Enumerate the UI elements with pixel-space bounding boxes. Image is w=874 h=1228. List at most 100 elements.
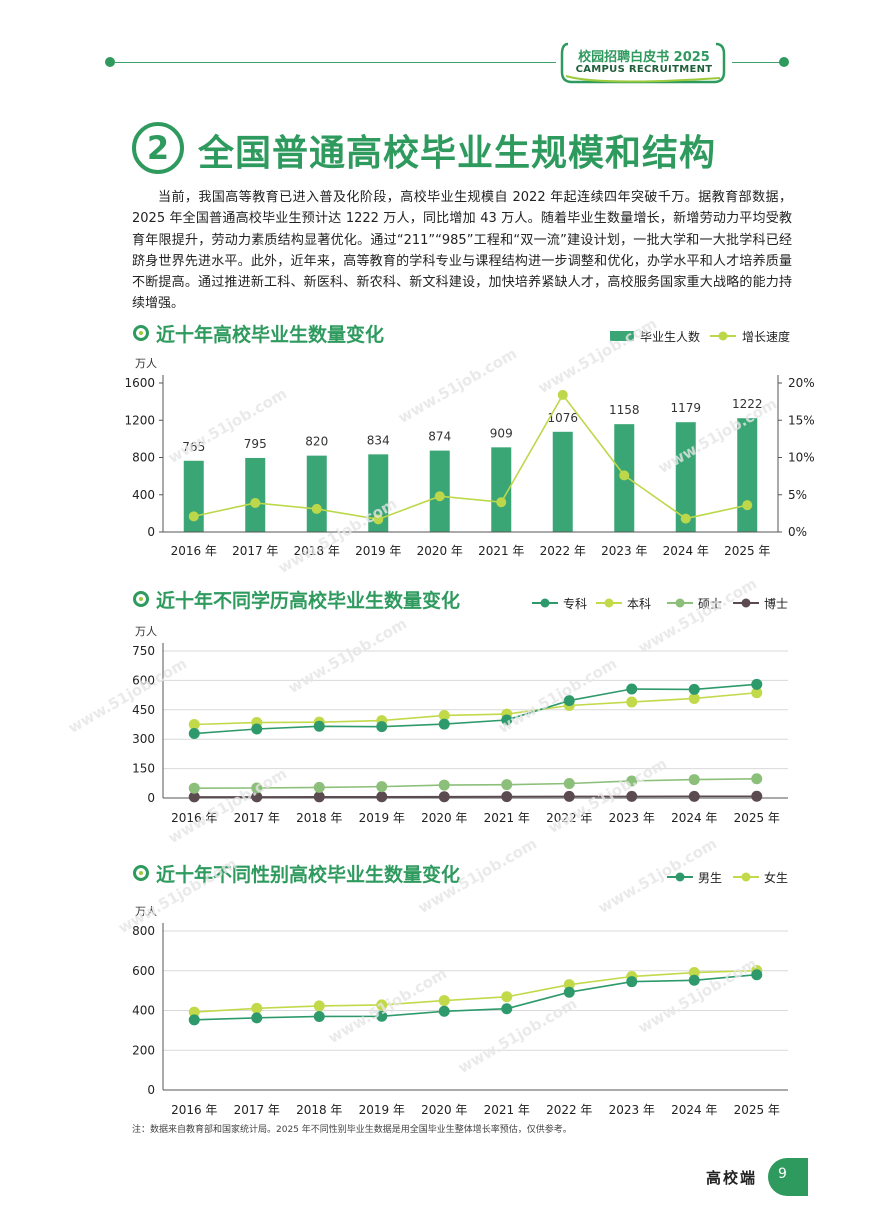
c2-series-point — [313, 781, 325, 793]
c3-series-point — [313, 1010, 325, 1022]
c1-x-tick-label: 2016 年 — [171, 544, 217, 558]
c2-legend-marker — [604, 598, 614, 608]
c2-y-unit: 万人 — [135, 625, 157, 638]
c3-series-point — [626, 976, 638, 988]
c2-series-point — [688, 774, 700, 786]
c1-bar-value: 874 — [428, 430, 451, 444]
c2-legend-marker — [540, 598, 550, 608]
c3-series-point — [438, 1005, 450, 1017]
c3-x-tick-label: 2017 年 — [234, 1103, 280, 1117]
c2-series-point — [626, 683, 638, 695]
c3-x-tick-label: 2016 年 — [171, 1103, 217, 1117]
c2-x-tick-label: 2018 年 — [296, 811, 342, 825]
c2-series-point — [376, 721, 388, 733]
c1-x-tick-label: 2018 年 — [294, 544, 340, 558]
c3-series-point — [376, 999, 388, 1011]
c2-series-line — [194, 683, 757, 735]
c1-bar — [552, 431, 573, 532]
watermark-text: www.51job.com — [415, 834, 540, 917]
c2-series-point — [438, 779, 450, 791]
footer-label: 高校端 — [706, 1169, 758, 1187]
c1-bar — [183, 460, 204, 532]
header-badge: 校园招聘白皮书 2025 CAMPUS RECRUITMENT — [560, 42, 726, 84]
c1-growth-point — [680, 513, 691, 524]
c2-series-point — [251, 782, 263, 794]
c3-series-point — [563, 986, 575, 998]
c3-series-point — [501, 1003, 513, 1015]
c2-series-point — [751, 790, 763, 802]
c2-x-tick-label: 2023 年 — [609, 811, 655, 825]
c1-bar-value: 1076 — [547, 411, 578, 425]
c1-growth-point — [619, 470, 630, 481]
page-number: 9 — [778, 1166, 787, 1182]
c2-series-point — [313, 720, 325, 732]
c1-bar — [306, 455, 327, 532]
c2-x-tick-label: 2016 年 — [171, 811, 217, 825]
c2-series-point — [626, 775, 638, 787]
watermark-text: www.51job.com — [655, 394, 780, 477]
header-right-dot — [779, 57, 789, 67]
c2-series-line — [194, 691, 757, 726]
c3-series-point — [251, 1012, 263, 1024]
c2-series-point — [563, 695, 575, 707]
c2-ytick-label: 150 — [132, 762, 155, 776]
c1-bar — [245, 457, 266, 532]
c1-growth-point — [250, 497, 261, 508]
c2-series-point — [688, 790, 700, 802]
c1-ytick-label: 1200 — [124, 413, 155, 427]
c2-series-point — [751, 773, 763, 785]
c2-series-point — [501, 791, 513, 803]
header-left-rule — [114, 62, 556, 63]
c2-series-point — [438, 709, 450, 721]
chart2-title: 近十年不同学历高校毕业生数量变化 — [156, 590, 461, 612]
c3-series-point — [188, 1006, 200, 1018]
c3-y-unit: 万人 — [135, 905, 157, 918]
c3-x-tick-label: 2024 年 — [671, 1103, 717, 1117]
c2-series-point — [626, 696, 638, 708]
c2-series-point — [188, 719, 200, 730]
c2-series-point — [438, 791, 450, 803]
c1-growth-point — [742, 500, 753, 511]
c2-series-point — [438, 718, 450, 730]
c3-series-point — [438, 995, 450, 1007]
c2-x-tick-label: 2025 年 — [734, 811, 780, 825]
chart1-title-icon — [133, 325, 149, 341]
c2-legend-label: 本科 — [627, 597, 651, 611]
c3-series-point — [563, 979, 575, 991]
c2-ytick-label: 750 — [132, 644, 155, 658]
c2-series-line — [194, 777, 757, 790]
c1-legend-label-line: 增长速度 — [742, 329, 790, 344]
c1-ytick-label: 400 — [132, 488, 155, 502]
watermark-text: www.51job.com — [635, 954, 760, 1037]
c2-x-tick-label: 2020 年 — [421, 811, 467, 825]
c2-x-tick-label: 2024 年 — [671, 811, 717, 825]
c3-series-point — [251, 1002, 263, 1014]
c3-series-point — [188, 1014, 200, 1026]
c3-legend-label: 女生 — [764, 870, 788, 885]
c1-ytick-label: 800 — [132, 451, 155, 465]
c3-series-point — [751, 969, 763, 981]
watermark-text: www.51job.com — [395, 344, 520, 427]
c3-ytick-label: 0 — [147, 1083, 155, 1097]
badge-title: 校园招聘白皮书 2025 — [578, 50, 710, 65]
c1-x-tick-label: 2022 年 — [540, 544, 586, 558]
c3-series-point — [376, 1010, 388, 1022]
c1-legend-label-bars: 毕业生人数 — [640, 329, 700, 344]
c1-growth-point — [188, 511, 199, 522]
c1-legend-marker-line — [718, 331, 728, 341]
c3-x-tick-label: 2021 年 — [484, 1103, 530, 1117]
c2-series-point — [188, 791, 200, 803]
section-title: 全国普通高校毕业生规模和结构 — [198, 133, 717, 174]
badge-subtitle: CAMPUS RECRUITMENT — [575, 64, 713, 75]
c1-x-tick-label: 2023 年 — [601, 544, 647, 558]
c2-series-point — [563, 777, 575, 789]
c2-ytick-label: 450 — [132, 703, 155, 717]
c3-series-point — [313, 1000, 325, 1012]
c1-legend-swatch-bars — [610, 331, 634, 341]
c2-series-point — [751, 678, 763, 690]
c2-x-tick-label: 2019 年 — [359, 811, 405, 825]
c3-series-point — [688, 967, 700, 979]
watermark-text: www.51job.com — [115, 854, 240, 937]
c3-ytick-label: 200 — [132, 1043, 155, 1057]
c3-x-tick-label: 2022 年 — [546, 1103, 592, 1117]
